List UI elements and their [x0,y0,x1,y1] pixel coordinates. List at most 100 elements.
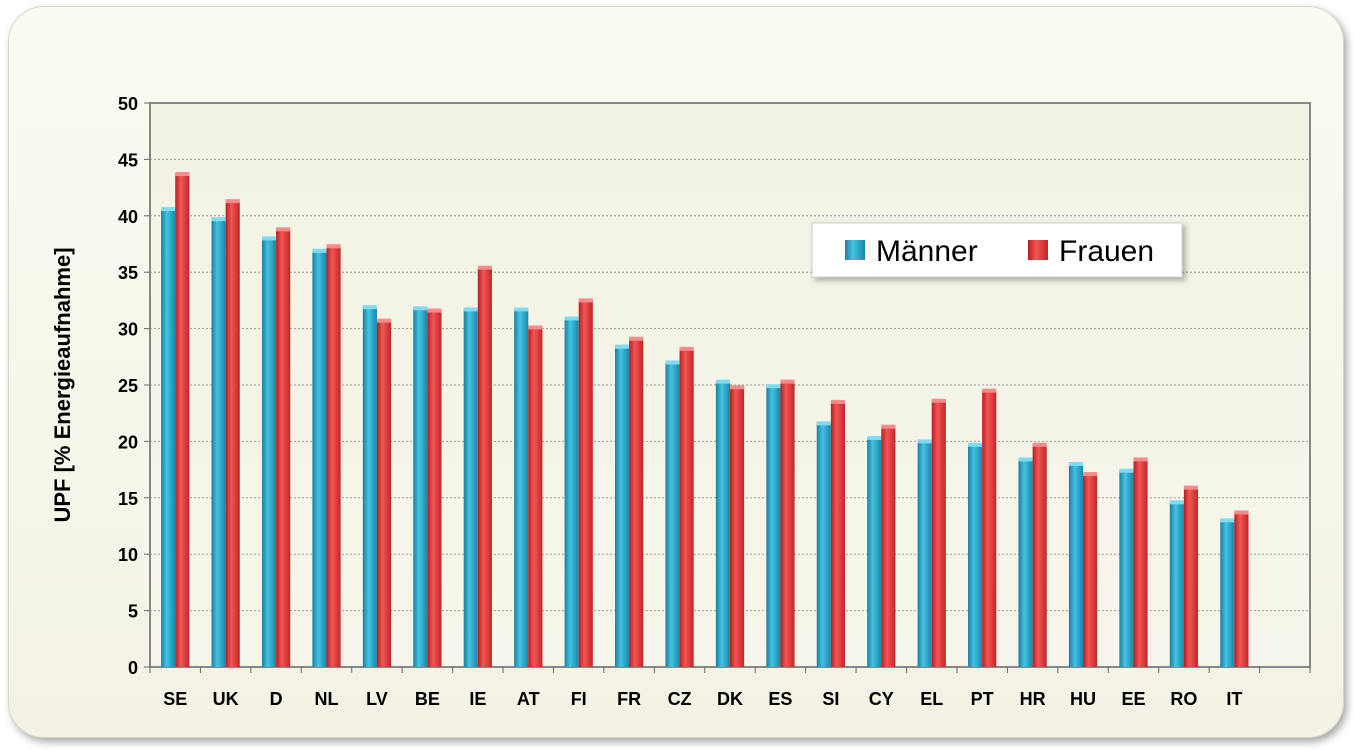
bar-maenner-cap [413,306,428,311]
bar-maenner-el [917,441,932,667]
bar-frauen-ro [1183,487,1199,667]
bar-maenner-cap [766,384,781,389]
bar-frauen-cap [931,398,946,403]
bar-maenner-cap [261,236,277,241]
bar-maenner-cap [1220,518,1235,523]
bar-frauen-cz [679,348,694,667]
bar-frauen-cap [578,298,593,303]
y-tick-label: 40 [118,207,138,227]
x-tick-label: ES [768,689,792,709]
bar-frauen-es [780,381,795,667]
y-tick-label: 35 [118,263,138,283]
y-tick-label: 5 [128,602,138,622]
y-axis-ticks: 0 5 10 15 20 25 30 35 40 45 50 [118,94,150,678]
bar-maenner-cap [968,442,983,447]
bar-frauen-cap [982,388,997,393]
bar-frauen-uk [225,201,240,668]
bar-maenner-lv [362,307,377,667]
x-tick-label: FR [617,689,641,709]
x-tick-label: AT [517,689,540,709]
legend-label-frauen: Frauen [1059,235,1154,268]
x-tick-label: FI [571,689,587,709]
bar-maenner-si [816,423,831,667]
bar-frauen-d [276,229,291,667]
bar-maenner-cap [715,379,730,384]
bar-frauen-cap [780,379,795,384]
bar-maenner-cap [514,307,529,312]
bar-maenner-cap [362,305,377,310]
x-tick-label: UK [213,689,239,709]
bar-maenner-hu [1068,463,1084,667]
x-tick-label: HR [1020,689,1046,709]
bar-maenner-ie [463,309,478,667]
bar-maenner-cz [665,362,680,667]
x-tick-label: SI [822,689,839,709]
bar-frauen-cap [276,227,291,232]
bar-maenner-d [261,238,277,668]
bar-frauen-se [175,174,190,667]
bar-frauen-cap [830,399,845,404]
legend-swatch-frauen [1028,240,1048,260]
y-tick-label: 20 [118,432,138,452]
bar-frauen-it [1234,512,1249,667]
bar-maenner-cap [665,360,680,365]
bar-frauen-cy [881,426,896,667]
x-tick-label: DK [717,689,743,709]
bar-maenner-uk [211,219,226,667]
bar-maenner-ee [1119,470,1134,667]
bar-frauen-si [830,401,845,667]
bar-frauen-cap [1183,485,1199,490]
legend: Männer Frauen [811,222,1183,278]
bar-frauen-dk [730,387,745,667]
bar-maenner-es [766,386,781,667]
bar-maenner-ro [1169,502,1184,667]
x-tick-label: NL [315,689,339,709]
bar-frauen-at [528,327,543,667]
bar-maenner-cap [1169,500,1184,505]
bar-frauen-cap [1032,442,1047,447]
bar-frauen-hu [1083,474,1098,667]
bar-frauen-lv [376,320,392,667]
bar-maenner-nl [312,250,327,667]
bar-frauen-cap [528,325,543,330]
bar-maenner-cap [564,316,579,321]
bar-frauen-el [931,400,946,667]
bar-frauen-cap [376,318,392,323]
x-tick-label: EE [1121,689,1145,709]
bar-maenner-cy [867,438,882,667]
bar-frauen-cap [326,244,341,249]
bar-maenner-se [161,209,176,668]
bar-frauen-ee [1133,459,1148,667]
legend-box [811,222,1183,278]
bar-maenner-cap [1068,461,1084,466]
bar-maenner-cap [615,344,630,349]
x-tick-label: CZ [668,689,692,709]
bar-maenner-at [514,309,529,667]
bar-frauen-hr [1032,444,1047,667]
bar-maenner-cap [1018,457,1033,462]
bar-maenner-fr [615,346,630,667]
x-tick-label: HU [1070,689,1096,709]
bar-maenner-cap [211,217,226,222]
bar-maenner-dk [715,381,730,667]
y-tick-label: 50 [118,94,138,114]
bar-maenner-cap [1119,468,1134,473]
bars [161,172,1249,668]
bar-frauen-cap [881,424,896,429]
x-axis-ticks: SE UK D NL LV BE IE AT FI FR CZ DK ES SI CY EL PT HR HU EE R… [149,667,1311,709]
bar-maenner-cap [917,439,932,444]
legend-swatch-maenner [845,240,865,260]
x-tick-label: CY [869,689,894,709]
x-tick-label: IE [469,689,486,709]
bar-frauen-cap [1133,457,1148,462]
y-tick-label: 15 [118,489,138,509]
y-tick-label: 0 [128,658,138,678]
x-tick-label: BE [415,689,440,709]
bar-frauen-cap [427,308,442,313]
bar-maenner-it [1220,520,1235,667]
bar-maenner-be [413,308,428,667]
bar-maenner-cap [463,307,478,312]
bar-frauen-pt [982,390,997,667]
bar-frauen-be [427,310,442,667]
